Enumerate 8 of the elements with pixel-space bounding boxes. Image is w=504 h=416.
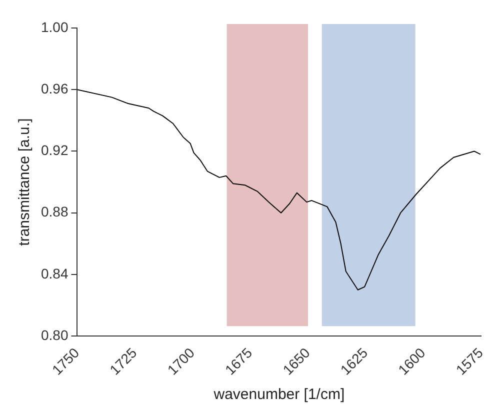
- y-axis-title: transmittance [a.u.]: [16, 118, 34, 246]
- y-tick-label: 0.96: [41, 80, 68, 96]
- y-tick-label: 1.00: [41, 18, 68, 35]
- y-tick-label: 0.92: [41, 142, 68, 158]
- y-tick-label: 0.80: [41, 326, 68, 343]
- y-tick-label: 0.88: [41, 204, 68, 220]
- x-axis-title: wavenumber [1/cm]: [212, 386, 345, 404]
- y-tick-label: 0.84: [41, 265, 68, 282]
